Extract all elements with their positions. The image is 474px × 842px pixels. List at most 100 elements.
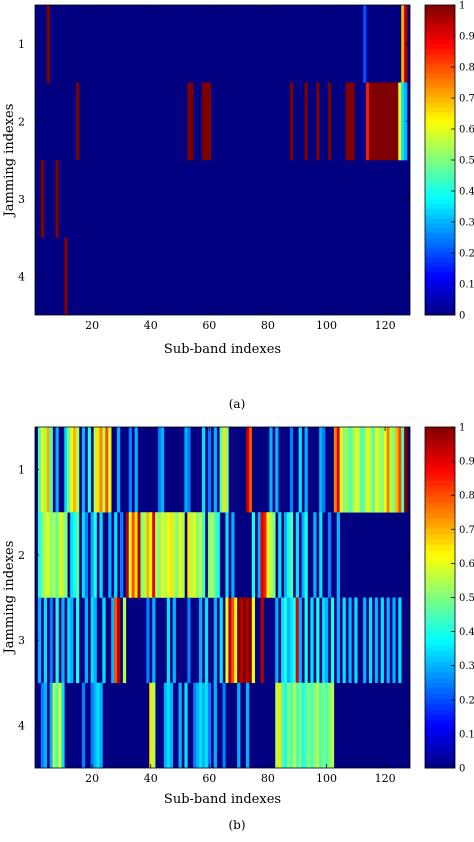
y-tick-label: 3 (18, 634, 25, 647)
heatmap-cell (207, 682, 212, 769)
colorbar-segment (425, 432, 455, 439)
heatmap-cell (404, 5, 408, 83)
colorbar-tick-label: 0.5 (459, 156, 474, 167)
heatmap-cell (319, 427, 323, 513)
heatmap-cell (49, 427, 53, 513)
colorbar-segment (425, 193, 455, 200)
heatmap-cell (243, 597, 247, 684)
heatmap-cell (245, 597, 250, 684)
colorbar-tick-label: 0.8 (459, 491, 474, 502)
heatmap-cell (301, 682, 305, 769)
heatmap-cell (81, 427, 86, 513)
colorbar-tick-label: 0.3 (459, 218, 474, 229)
colorbar-segment (425, 746, 455, 753)
colorbar-tick-label: 1 (459, 423, 465, 434)
x-tick-label: 40 (144, 319, 158, 332)
colorbar-segment (425, 256, 455, 263)
colorbar-segment (425, 63, 455, 69)
heatmap-cell (172, 597, 176, 684)
colorbar-segment (425, 682, 455, 689)
heatmap-cell (58, 512, 62, 598)
colorbar-segment (425, 544, 455, 550)
colorbar-segment (425, 714, 455, 721)
heatmap-cell (345, 427, 349, 513)
heatmap-cell (64, 512, 68, 598)
heatmap-cell (37, 512, 42, 598)
heatmap-cell (131, 512, 135, 598)
colorbar-segment (425, 252, 455, 258)
heatmap-cell (275, 597, 279, 684)
heatmap-cell (225, 597, 229, 684)
heatmap-cell (99, 427, 103, 513)
heatmap-cell (304, 597, 308, 684)
heatmap-cell (55, 160, 59, 238)
colorbar-segment (425, 672, 455, 678)
heatmap-cell (386, 427, 390, 513)
heatmap-cell (292, 597, 297, 684)
heatmap-cell (43, 597, 48, 684)
heatmap-cell (84, 597, 89, 684)
colorbar-segment (425, 528, 455, 534)
heatmap-cell (61, 682, 65, 769)
y-tick-label: 3 (18, 193, 25, 206)
heatmap-cell (304, 512, 308, 598)
colorbar-segment (425, 208, 455, 214)
colorbar-segment (425, 160, 455, 166)
heatmap-cell (158, 512, 162, 598)
heatmap-cell (357, 427, 361, 513)
heatmap-cell (386, 597, 390, 684)
heatmap-cell (37, 427, 42, 513)
colorbar-segment (425, 597, 455, 604)
heatmap-cell (371, 427, 376, 513)
heatmap-cell (289, 512, 294, 598)
heatmap-cell (93, 512, 97, 598)
heatmap-cell (190, 512, 194, 598)
colorbar-segment (425, 698, 455, 705)
heatmap-cell (81, 682, 86, 769)
heatmap-cell (199, 682, 203, 769)
colorbar-segment (425, 437, 455, 444)
heatmap-cell (187, 427, 191, 513)
colorbar-segment (425, 130, 455, 137)
heatmap-cell (289, 427, 294, 513)
heatmap-cell (49, 597, 53, 684)
heatmap-cell (43, 427, 48, 513)
colorbar-segment (425, 741, 455, 748)
heatmap-cell (345, 82, 355, 161)
heatmap-cell (166, 682, 171, 769)
heatmap-cell (213, 682, 217, 769)
colorbar-segment (425, 608, 455, 614)
heatmap-cell (210, 512, 215, 598)
y-tick-label: 4 (18, 270, 25, 283)
colorbar-segment (425, 645, 455, 652)
heatmap-cell (269, 427, 273, 513)
colorbar-tick-label: 0.2 (459, 695, 474, 706)
heatmap-cell (152, 512, 156, 598)
heatmap-cell (67, 427, 71, 513)
heatmap-cell (260, 597, 264, 684)
y-tick-label: 2 (18, 549, 25, 562)
y-axis-label: Jamming indexes (2, 104, 17, 219)
heatmap-cell (366, 82, 370, 161)
heatmap-cell (260, 512, 264, 598)
x-tick-label: 100 (316, 772, 337, 785)
x-tick-label: 80 (261, 319, 275, 332)
heatmap-cell (248, 427, 253, 513)
colorbar-segment (425, 72, 455, 79)
heatmap-cell (275, 427, 279, 513)
colorbar-segment (425, 576, 455, 582)
heatmap-cell (251, 597, 256, 684)
colorbar-segment (425, 624, 455, 630)
x-tick-label: 60 (202, 772, 216, 785)
heatmap-cell (149, 512, 153, 598)
colorbar-segment (425, 453, 455, 460)
heatmap-cell (178, 512, 182, 598)
colorbar-segment (425, 586, 455, 593)
heatmap-cell (166, 512, 171, 598)
colorbar-segment (425, 693, 455, 700)
heatmap-cell (363, 427, 367, 513)
heatmap-cell (269, 512, 273, 598)
colorbar-segment (425, 97, 455, 103)
heatmap-cell (377, 427, 381, 513)
